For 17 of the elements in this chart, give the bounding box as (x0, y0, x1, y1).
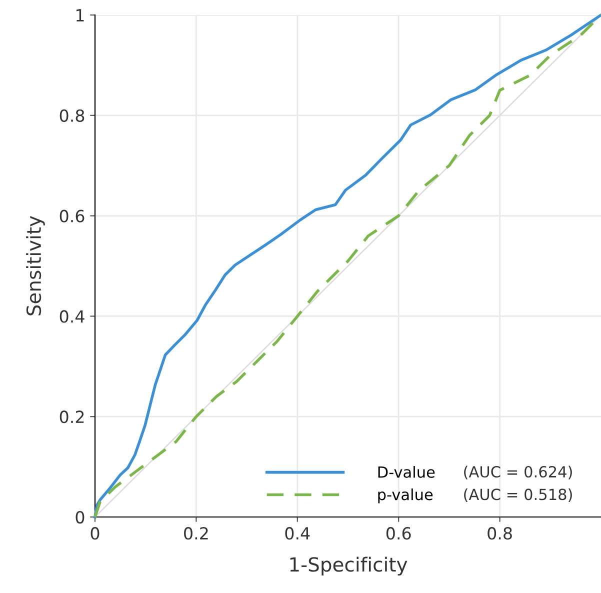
x-tick-label: 0 (90, 527, 100, 540)
y-tick-label: 0.2 (60, 410, 84, 424)
legend-label: D-value (378, 466, 435, 478)
legend-label: p-value (378, 488, 433, 504)
y-tick-label: 0 (76, 510, 84, 524)
y-tick-label: 0.6 (60, 210, 84, 222)
x-tick-label: 0.2 (184, 527, 208, 540)
annotation: (AUC = 0.624) (464, 466, 572, 480)
x-tick-label: 0.6 (386, 527, 411, 540)
y-tick-label: 0.4 (60, 310, 84, 323)
y-tick-label: 0.8 (60, 109, 84, 122)
x-axis-title: 1-Specificity (290, 556, 408, 576)
x-tick-label: 0.4 (285, 527, 310, 540)
y-axis-title: Sensitivity (26, 216, 45, 316)
x-tick-label: 0.8 (488, 527, 512, 540)
annotation: (AUC = 0.518) (464, 488, 572, 502)
y-tick-label: 1 (76, 9, 84, 22)
